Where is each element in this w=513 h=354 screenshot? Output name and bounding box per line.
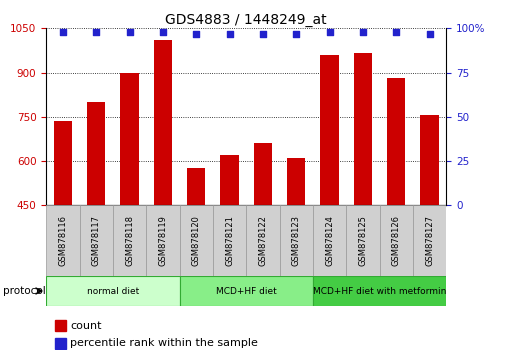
FancyBboxPatch shape bbox=[46, 276, 180, 306]
FancyBboxPatch shape bbox=[313, 276, 446, 306]
FancyBboxPatch shape bbox=[380, 205, 413, 276]
Text: GSM878117: GSM878117 bbox=[92, 215, 101, 266]
Bar bbox=[421, 115, 439, 205]
Text: GSM878116: GSM878116 bbox=[58, 215, 67, 266]
FancyBboxPatch shape bbox=[180, 276, 313, 306]
Bar bbox=[55, 338, 66, 349]
Text: GSM878118: GSM878118 bbox=[125, 215, 134, 266]
Point bbox=[159, 29, 167, 35]
FancyBboxPatch shape bbox=[80, 205, 113, 276]
Point bbox=[192, 31, 200, 36]
Text: MCD+HF diet: MCD+HF diet bbox=[216, 287, 277, 296]
Text: GSM878127: GSM878127 bbox=[425, 215, 434, 266]
Bar bbox=[187, 169, 205, 205]
Text: count: count bbox=[70, 321, 102, 331]
Text: GSM878121: GSM878121 bbox=[225, 215, 234, 266]
Point bbox=[359, 29, 367, 35]
Point bbox=[225, 31, 233, 36]
Bar bbox=[354, 53, 372, 205]
Text: GSM878119: GSM878119 bbox=[159, 215, 167, 266]
Point bbox=[125, 29, 133, 35]
FancyBboxPatch shape bbox=[313, 205, 346, 276]
Point bbox=[325, 29, 333, 35]
Text: GSM878120: GSM878120 bbox=[192, 215, 201, 266]
FancyBboxPatch shape bbox=[46, 205, 80, 276]
FancyBboxPatch shape bbox=[280, 205, 313, 276]
FancyBboxPatch shape bbox=[180, 205, 213, 276]
Text: GSM878126: GSM878126 bbox=[392, 215, 401, 266]
Bar bbox=[121, 73, 139, 205]
Bar bbox=[154, 40, 172, 205]
Point bbox=[259, 31, 267, 36]
Bar bbox=[387, 79, 405, 205]
Point bbox=[392, 29, 400, 35]
Bar bbox=[321, 55, 339, 205]
Bar bbox=[55, 320, 66, 331]
Text: GSM878123: GSM878123 bbox=[292, 215, 301, 266]
FancyBboxPatch shape bbox=[213, 205, 246, 276]
Text: protocol: protocol bbox=[3, 286, 45, 296]
FancyBboxPatch shape bbox=[113, 205, 146, 276]
Text: GSM878124: GSM878124 bbox=[325, 215, 334, 266]
FancyBboxPatch shape bbox=[346, 205, 380, 276]
Text: GSM878122: GSM878122 bbox=[259, 215, 267, 266]
Bar bbox=[87, 102, 105, 205]
FancyBboxPatch shape bbox=[413, 205, 446, 276]
Point bbox=[92, 29, 100, 35]
Bar bbox=[54, 121, 72, 205]
Point bbox=[58, 29, 67, 35]
Text: GSM878125: GSM878125 bbox=[359, 215, 367, 266]
Bar bbox=[221, 155, 239, 205]
FancyBboxPatch shape bbox=[246, 205, 280, 276]
Point bbox=[425, 31, 433, 36]
Text: percentile rank within the sample: percentile rank within the sample bbox=[70, 338, 258, 348]
Text: MCD+HF diet with metformin: MCD+HF diet with metformin bbox=[313, 287, 446, 296]
Point bbox=[292, 31, 300, 36]
Bar bbox=[287, 158, 305, 205]
Bar bbox=[254, 143, 272, 205]
FancyBboxPatch shape bbox=[146, 205, 180, 276]
Text: normal diet: normal diet bbox=[87, 287, 139, 296]
Title: GDS4883 / 1448249_at: GDS4883 / 1448249_at bbox=[165, 13, 327, 27]
